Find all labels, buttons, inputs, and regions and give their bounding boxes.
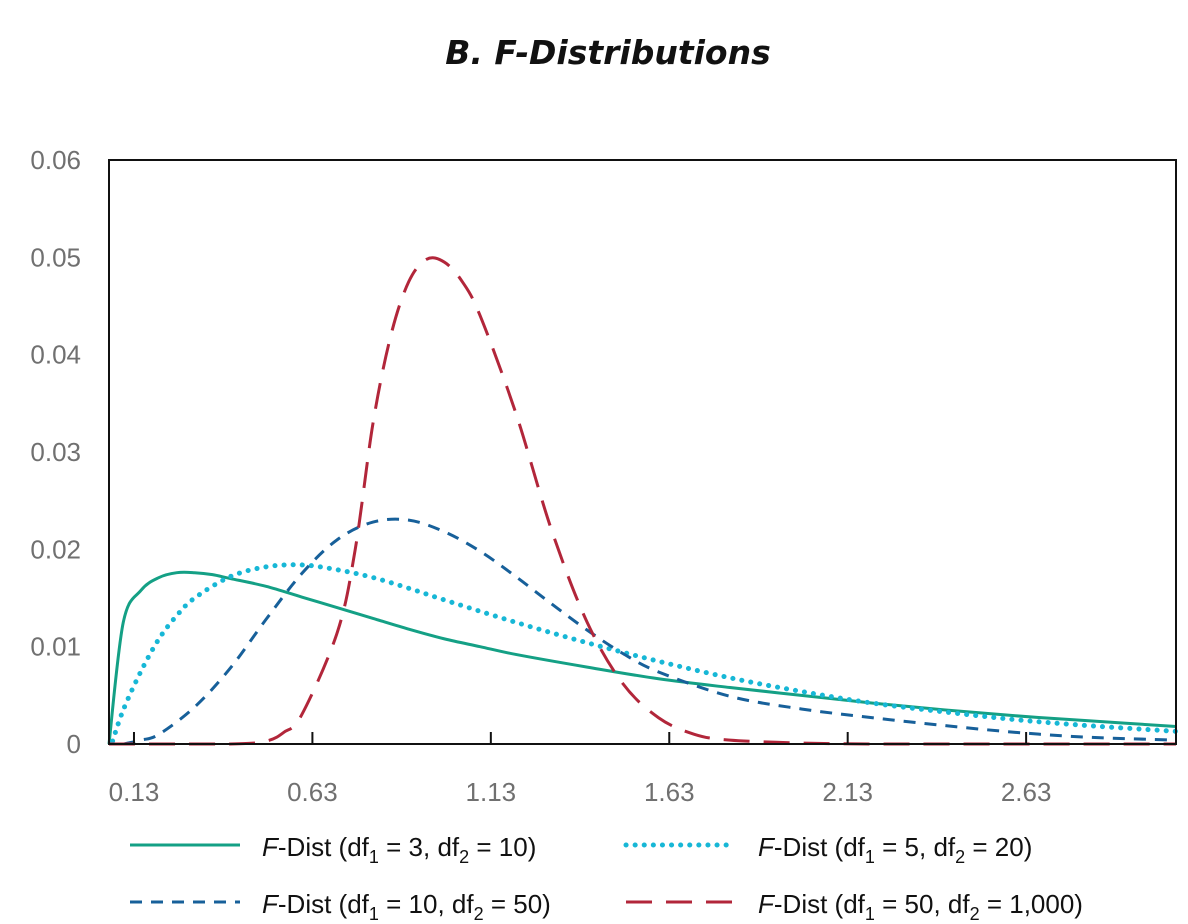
- legend-item-2: F-Dist (df1 = 5, df2 = 20): [623, 832, 1032, 867]
- legend-label: F-Dist (df1 = 10, df2 = 50): [262, 889, 551, 924]
- y-tick-label: 0: [67, 729, 81, 759]
- series-line-2: [110, 562, 1179, 744]
- y-tick-label: 0.06: [30, 145, 81, 175]
- series-layer: [107, 256, 1179, 746]
- x-tick-label: 2.63: [1001, 777, 1052, 807]
- x-tick-label: 0.63: [287, 777, 338, 807]
- y-tick-label: 0.04: [30, 340, 81, 370]
- plot-frame: [108, 159, 1177, 745]
- y-tick-labels: 0 0.01 0.02 0.03 0.04 0.05 0.06: [30, 145, 81, 759]
- y-tick-label: 0.01: [30, 632, 81, 662]
- y-tick-label: 0.05: [30, 242, 81, 272]
- x-tick-label: 1.13: [466, 777, 517, 807]
- x-tick-label: 0.13: [109, 777, 160, 807]
- y-tick-label: 0.02: [30, 534, 81, 564]
- series-line-4: [109, 256, 1176, 746]
- x-tick-label: 1.63: [644, 777, 695, 807]
- legend-item-1: F-Dist (df1 = 3, df2 = 10): [130, 832, 536, 867]
- chart-title: B. F-Distributions: [445, 33, 771, 72]
- y-tick-label: 0.03: [30, 437, 81, 467]
- legend-label: F-Dist (df1 = 3, df2 = 10): [262, 832, 536, 867]
- legend: F-Dist (df1 = 3, df2 = 10) F-Dist (df1 = …: [130, 832, 1083, 924]
- legend-label: F-Dist (df1 = 5, df2 = 20): [758, 832, 1032, 867]
- legend-item-3: F-Dist (df1 = 10, df2 = 50): [130, 889, 551, 924]
- legend-label: F-Dist (df1 = 50, df2 = 1,000): [758, 889, 1083, 924]
- x-tick-label: 2.13: [822, 777, 873, 807]
- ticks-layer: [132, 732, 1028, 744]
- series-line-3: [122, 517, 1177, 746]
- legend-item-4: F-Dist (df1 = 50, df2 = 1,000): [626, 889, 1083, 924]
- x-tick-labels: 0.13 0.63 1.13 1.63 2.13 2.63: [109, 777, 1052, 807]
